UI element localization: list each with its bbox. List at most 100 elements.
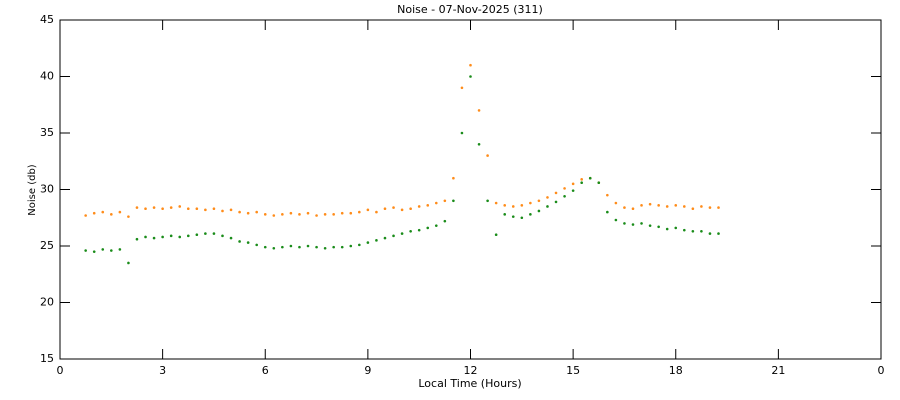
x-tick-label: 0 — [57, 364, 64, 377]
x-tick-label: 12 — [464, 364, 478, 377]
x-tick-label: 18 — [669, 364, 683, 377]
data-point — [520, 216, 524, 220]
data-point — [563, 187, 566, 190]
data-point — [683, 205, 686, 208]
data-point — [110, 249, 113, 252]
data-point — [84, 214, 87, 217]
data-point — [289, 211, 293, 215]
data-point — [683, 228, 686, 232]
data-point — [700, 230, 703, 233]
data-point — [306, 244, 310, 248]
data-point — [443, 219, 447, 223]
data-point — [246, 241, 250, 244]
data-point — [563, 194, 566, 198]
data-point — [127, 215, 130, 218]
data-point — [503, 213, 507, 216]
data-point — [92, 211, 96, 215]
data-point — [443, 199, 447, 203]
x-tick-label: 6 — [262, 364, 269, 377]
data-point — [152, 236, 156, 240]
data-point — [486, 199, 489, 203]
data-point — [298, 213, 301, 216]
data-point — [426, 204, 430, 207]
data-point — [417, 205, 421, 208]
data-point — [281, 245, 284, 249]
data-point — [118, 210, 122, 214]
data-point — [315, 245, 318, 249]
data-point — [511, 205, 515, 208]
data-point — [221, 209, 224, 213]
data-point — [186, 207, 190, 211]
data-point — [529, 201, 532, 205]
data-point — [623, 222, 626, 225]
data-point — [144, 235, 147, 239]
data-point — [272, 246, 276, 250]
data-point — [674, 226, 678, 230]
data-point — [161, 207, 164, 211]
data-point — [383, 207, 387, 211]
data-point — [606, 193, 609, 197]
data-point — [494, 201, 498, 205]
data-point — [195, 207, 199, 211]
y-tick-label: 45 — [40, 13, 54, 26]
data-point — [537, 209, 541, 213]
data-point — [366, 208, 370, 212]
data-point — [263, 213, 267, 216]
data-point — [204, 208, 207, 212]
data-point — [383, 236, 387, 240]
data-point — [477, 109, 481, 112]
data-point — [169, 234, 173, 238]
data-point — [580, 178, 583, 181]
data-point — [434, 224, 438, 227]
data-point — [212, 232, 216, 235]
data-point — [580, 181, 583, 185]
data-point — [135, 237, 139, 241]
data-point — [281, 213, 284, 216]
data-point — [648, 224, 652, 227]
data-point — [665, 205, 669, 208]
data-point — [469, 63, 472, 67]
data-point — [657, 204, 660, 207]
data-point — [537, 199, 541, 203]
data-point — [306, 211, 310, 215]
data-point — [212, 207, 216, 211]
data-point — [323, 213, 327, 216]
data-point — [486, 154, 489, 157]
y-tick-label: 25 — [40, 239, 54, 252]
data-point — [623, 206, 626, 209]
data-point — [409, 230, 412, 233]
data-point — [332, 245, 335, 249]
data-point — [229, 236, 233, 240]
data-point — [375, 210, 378, 214]
y-tick-label: 30 — [40, 183, 54, 196]
data-point — [195, 233, 199, 236]
data-point — [392, 206, 395, 209]
chart-title: Noise - 07-Nov-2025 (311) — [397, 3, 543, 16]
data-point — [169, 206, 173, 209]
data-point — [554, 191, 558, 195]
data-point — [640, 204, 643, 207]
data-point — [400, 208, 404, 212]
data-point — [417, 228, 421, 232]
data-point — [272, 214, 276, 217]
data-point — [332, 213, 335, 216]
data-point — [554, 200, 558, 204]
data-point — [229, 208, 233, 212]
data-point — [298, 245, 301, 249]
data-point — [255, 210, 258, 214]
data-point — [92, 250, 96, 253]
data-point — [238, 240, 241, 243]
y-tick-label: 15 — [40, 352, 54, 365]
data-point — [323, 246, 327, 250]
data-point — [186, 234, 190, 238]
data-point — [700, 205, 703, 208]
data-point — [614, 218, 618, 222]
data-point — [238, 210, 241, 214]
x-tick-label: 21 — [771, 364, 785, 377]
data-point — [691, 230, 695, 233]
data-point — [263, 245, 267, 249]
data-point — [708, 206, 712, 209]
x-tick-label: 9 — [364, 364, 371, 377]
data-point — [717, 232, 720, 235]
